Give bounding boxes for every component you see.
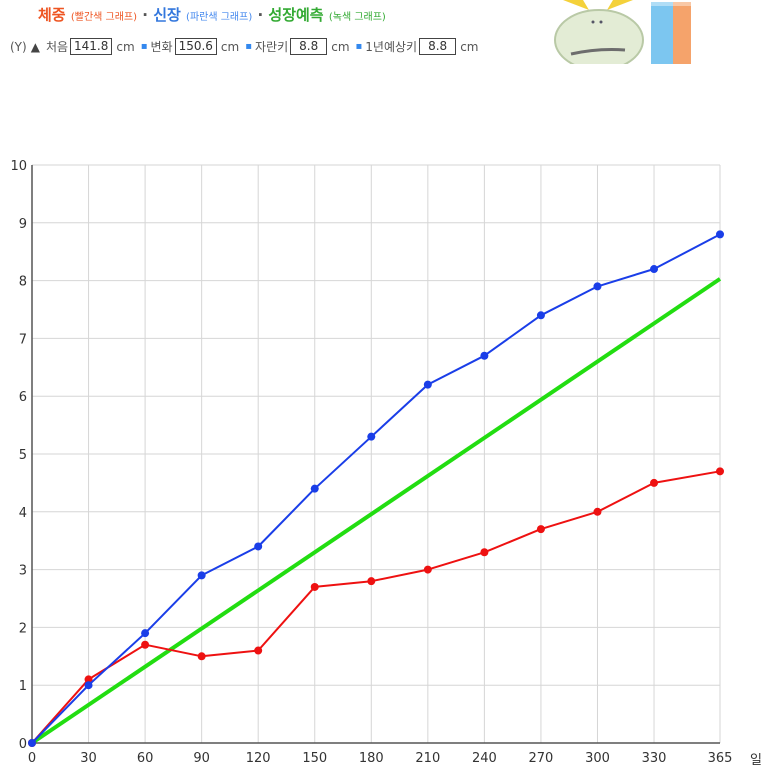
weight-note: (빨간색 그래프) (70, 12, 138, 23)
data-point (310, 484, 319, 493)
x-tick-label: 210 (415, 751, 440, 766)
y-tick-label: 10 (10, 159, 27, 174)
x-tick-label: 270 (529, 751, 554, 766)
bullet-icon: ▪ (140, 41, 148, 52)
data-point (480, 351, 489, 360)
separator: · (142, 6, 148, 24)
y-tick-label: 5 (19, 448, 27, 463)
data-point (367, 432, 376, 441)
x-tick-label: 60 (137, 751, 154, 766)
x-tick-label: 240 (472, 751, 497, 766)
x-tick-label: 120 (246, 751, 271, 766)
y-tick-label: 8 (19, 275, 27, 290)
height-label: 신장 (153, 6, 181, 24)
y-tick-label: 0 (19, 737, 27, 752)
data-point (716, 467, 724, 476)
header: 체중 (빨간색 그래프) · 신장 (파란색 그래프) · 성장예측 (녹색 그… (0, 0, 773, 68)
x-tick-label: 90 (193, 751, 210, 766)
data-point (197, 571, 206, 580)
x-tick-label: 0 (28, 751, 36, 766)
year-label: 1년예상키 (365, 40, 418, 54)
predict-note: (녹색 그래프) (328, 12, 386, 23)
data-point (84, 675, 93, 684)
data-point (716, 230, 724, 239)
data-point (423, 380, 432, 389)
data-point (423, 565, 432, 574)
up-arrow-icon: ▲ (30, 39, 40, 54)
x-tick-label: 300 (585, 751, 610, 766)
separator: · (257, 6, 264, 24)
grown-unit: cm (331, 39, 350, 54)
change-label: 변화 (150, 40, 173, 54)
x-tick-label: 30 (80, 751, 97, 766)
series-line-2 (30, 277, 722, 745)
x-tick-label: 330 (642, 751, 667, 766)
data-point (254, 646, 263, 655)
change-unit: cm (220, 39, 240, 54)
predict-label: 성장예측 (268, 6, 324, 24)
y-tick-label: 4 (19, 506, 27, 521)
grown-value-field: 8.8 (290, 38, 328, 55)
start-unit: cm (116, 39, 135, 54)
bullet-icon: ▪ (245, 41, 252, 52)
data-point (536, 525, 545, 534)
growth-chart: 0 30 60 90 120 150 180 210 240 270 300 330 365 0 1 2 3 4 5… (10, 159, 762, 768)
year-unit: cm (460, 39, 479, 54)
y-tick-label: 6 (19, 390, 27, 405)
data-point (254, 542, 263, 551)
data-point (650, 478, 659, 487)
data-point (84, 681, 93, 690)
data-point (28, 739, 36, 747)
year-value-field: 8.8 (419, 38, 457, 55)
y-tick-label: 2 (19, 621, 27, 636)
start-label: 처음 (45, 40, 69, 54)
bullet-icon: ▪ (355, 41, 363, 52)
data-point (197, 652, 206, 661)
data-point (367, 577, 376, 586)
data-point (141, 629, 150, 638)
data-point (650, 265, 659, 274)
grid (31, 164, 721, 744)
data-point (310, 582, 319, 591)
series (28, 230, 724, 747)
y-tick-label: 9 (19, 217, 27, 232)
measurement-row: (Y) ▲ 처음 141.8 cm ▪ 변화 150.6 cm ▪ 자란키 8.… (10, 38, 478, 55)
y-axis-tag: (Y) (10, 39, 27, 54)
data-point (141, 640, 150, 649)
y-tick-label: 1 (19, 679, 27, 694)
series-line-0 (31, 233, 721, 744)
x-tick-label: 365 (708, 751, 733, 766)
tick-labels: 0 30 60 90 120 150 180 210 240 270 300 330 365 0 1 2 3 4 5… (10, 159, 732, 766)
weight-label: 체중 (38, 6, 66, 24)
x-axis-unit-label: 일 (750, 753, 762, 768)
data-point (593, 282, 602, 291)
height-note: (파란색 그래프) (186, 12, 253, 23)
grown-label: 자란키 (255, 40, 289, 54)
y-tick-label: 3 (19, 564, 27, 579)
data-point (480, 548, 489, 557)
x-tick-label: 150 (302, 751, 327, 766)
mascot-icon (554, 0, 693, 64)
change-value-field: 150.6 (174, 38, 217, 55)
axes (31, 165, 720, 744)
data-point (593, 507, 602, 516)
legend-title: 체중 (빨간색 그래프) · 신장 (파란색 그래프) · 성장예측 (녹색 그… (38, 4, 386, 25)
x-tick-label: 180 (359, 751, 384, 766)
start-value-field: 141.8 (70, 38, 113, 55)
data-point (536, 311, 545, 320)
y-tick-label: 7 (19, 332, 27, 347)
